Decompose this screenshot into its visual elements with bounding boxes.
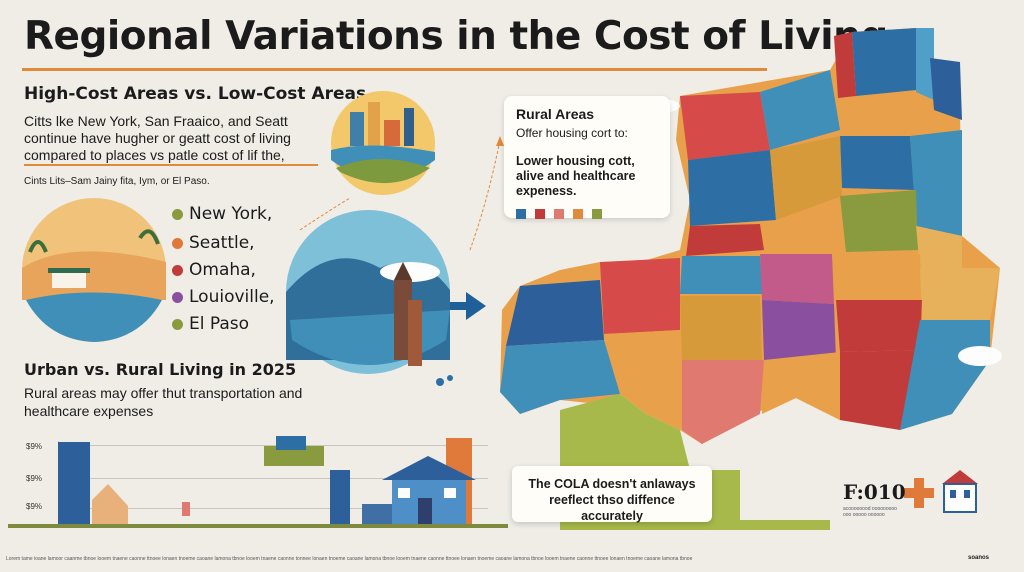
house-icon [382,456,476,480]
bullet-dot-icon [172,291,183,303]
city-list-item: Louioville, [172,287,275,307]
bullet-dot-icon [172,264,183,276]
ground-line [8,524,508,528]
dashed-arrow-icon [299,197,351,231]
cola-note-card: The COLA doesn't anlaways reeflect thso … [512,466,712,523]
color-swatch [592,209,602,219]
city-label: Seattle, [189,233,255,253]
color-swatch [516,209,526,219]
chart-tick-label: $9% [26,502,43,511]
chart-tick-label: $9% [26,442,43,451]
color-swatch [535,209,545,219]
city-label: El Paso [189,314,250,334]
right-arrow-icon [450,292,486,320]
urban-rural-heading: Urban vs. Rural Living in 2025 [24,360,297,379]
color-swatch [554,209,564,219]
cost-chart-illustration [58,436,488,524]
city-skyline-illustration [331,91,435,195]
high-low-note: Cints Lits–Sam Jainy fita, Iym, or El Pa… [24,176,210,187]
mountain-city-illustration [286,210,450,374]
city-list-item: Omaha, [172,260,256,280]
us-map-illustration [500,28,1002,530]
city-label: Louioville, [189,287,275,307]
bullet-dot-icon [172,318,183,330]
chart-bar [58,442,90,524]
section-divider [24,164,318,166]
page-title: Regional Variations in the Cost of Livin… [24,14,888,59]
high-low-heading: High-Cost Areas vs. Low-Cost Areas [24,84,367,104]
high-low-text: Citts lke New York, San Fraaico, and Sea… [24,113,291,163]
building-icon [942,470,978,513]
footer-source: soanos [968,555,990,561]
figure-caption: acoooooood ooooooooo ooo ooooo oooooo [843,506,897,518]
chart-marker [182,502,190,516]
health-cross-icon [904,478,934,508]
city-list-item: New York, [172,204,272,224]
title-underline [22,68,767,71]
bullet-dot-icon [172,208,183,220]
city-list-item: El Paso [172,314,249,334]
chart-platform [264,446,324,466]
figure-label: F:010 [843,480,906,504]
desert-landscape-illustration [22,198,166,342]
color-swatch [573,209,583,219]
city-list-item: Seattle, [172,233,255,253]
chart-tick-label: $9% [26,474,43,483]
rural-areas-card: Rural Areas Offer housing cort to: Lower… [504,96,670,219]
rural-card-title: Rural Areas [516,106,595,122]
urban-rural-text: Rural areas may offer thut transportatio… [24,385,303,419]
chart-mountain [92,484,128,524]
rural-card-body: Lower housing cott, alive and healthcare… [516,154,636,198]
color-swatch-row [516,209,658,219]
footer-text: Lorem tame ioane lamoor caanme tbnoe loo… [6,556,693,562]
city-label: Omaha, [189,260,256,280]
city-label: New York, [189,204,273,224]
rural-card-subtitle: Offer housing cort to: [516,126,628,140]
dashed-arrow-icon [469,139,501,251]
bullet-dot-icon [172,237,183,249]
